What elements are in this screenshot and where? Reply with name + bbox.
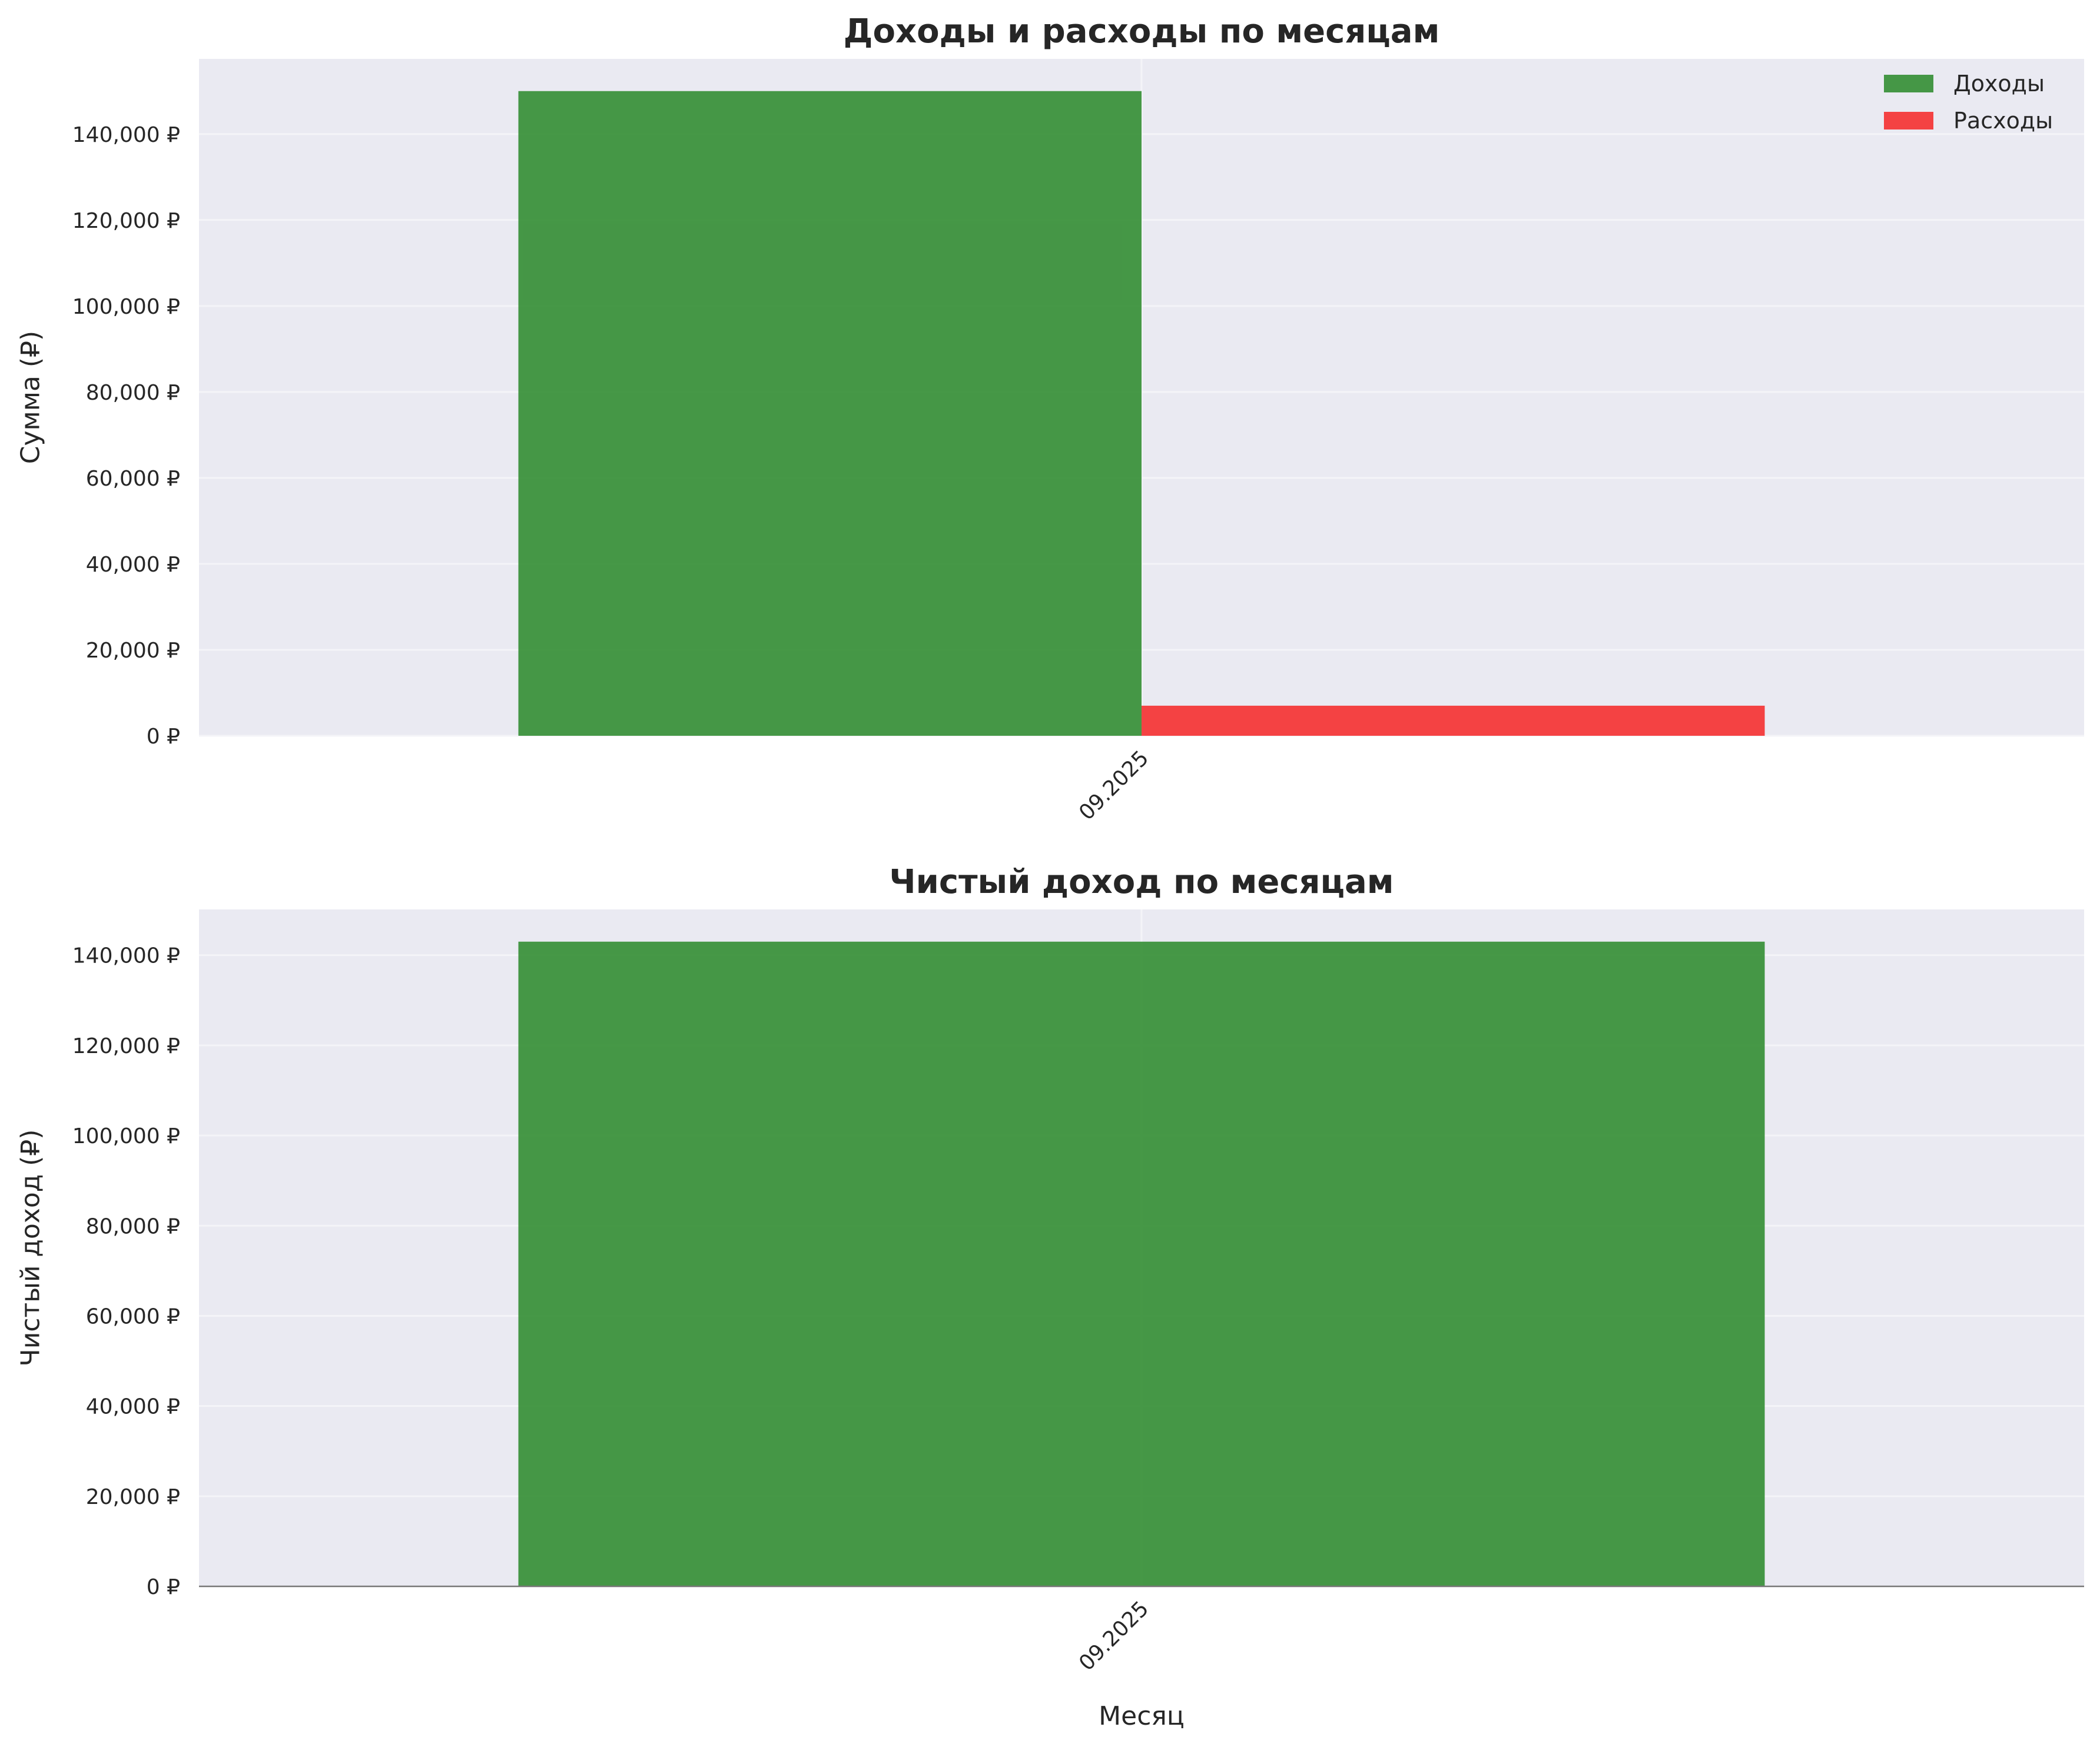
y-tick-label: 20,000 ₽ — [86, 1485, 180, 1509]
bar-Доходы-09.2025[interactable] — [518, 91, 1142, 736]
y-tick-label: 0 ₽ — [147, 725, 180, 749]
net-income-chart: 0 ₽ 20,000 ₽ 40,000 ₽ 60,000 ₽ 80,000 ₽ 100,0… — [16, 863, 2084, 1731]
income-expense-chart: 0 ₽ 20,000 ₽ 40,000 ₽ 60,000 ₽ 80,000 ₽ 100,0… — [16, 12, 2084, 825]
x-axis-label: Месяц — [1099, 1701, 1185, 1731]
chart-title: Чистый доход по месяцам — [889, 863, 1394, 901]
y-tick-labels: 0 ₽ 20,000 ₽ 40,000 ₽ 60,000 ₽ 80,000 ₽ 100,0… — [72, 944, 180, 1599]
bar-net-09.2025[interactable] — [518, 941, 1765, 1586]
y-tick-label: 40,000 ₽ — [86, 553, 180, 577]
y-tick-label: 120,000 ₽ — [72, 1034, 180, 1058]
y-tick-label: 140,000 ₽ — [72, 944, 180, 968]
y-tick-label: 80,000 ₽ — [86, 381, 180, 405]
y-tick-label: 140,000 ₽ — [72, 123, 180, 147]
y-tick-label: 60,000 ₽ — [86, 467, 180, 491]
y-tick-label: 60,000 ₽ — [86, 1304, 180, 1329]
bars — [199, 941, 2084, 1588]
y-tick-label: 0 ₽ — [147, 1575, 180, 1599]
y-tick-label: 80,000 ₽ — [86, 1214, 180, 1238]
y-axis-label: Сумма (₽) — [16, 331, 46, 464]
y-tick-label: 40,000 ₽ — [86, 1395, 180, 1419]
legend-label-income: Доходы — [1953, 71, 2045, 97]
y-tick-label: 120,000 ₽ — [72, 209, 180, 233]
legend-swatch-expense — [1884, 112, 1933, 129]
legend-label-expense: Расходы — [1953, 108, 2053, 134]
y-axis-label: Чистый доход (₽) — [16, 1130, 46, 1367]
bars — [518, 91, 1765, 736]
y-tick-labels: 0 ₽ 20,000 ₽ 40,000 ₽ 60,000 ₽ 80,000 ₽ 100,0… — [72, 123, 180, 749]
y-tick-label: 100,000 ₽ — [72, 1124, 180, 1148]
y-tick-label: 20,000 ₽ — [86, 639, 180, 663]
legend[interactable]: Доходы Расходы — [1884, 71, 2053, 134]
legend-swatch-income — [1884, 75, 1933, 92]
chart-title: Доходы и расходы по месяцам — [844, 12, 1440, 51]
y-tick-label: 100,000 ₽ — [72, 295, 180, 319]
bar-Расходы-09.2025[interactable] — [1142, 705, 1765, 736]
